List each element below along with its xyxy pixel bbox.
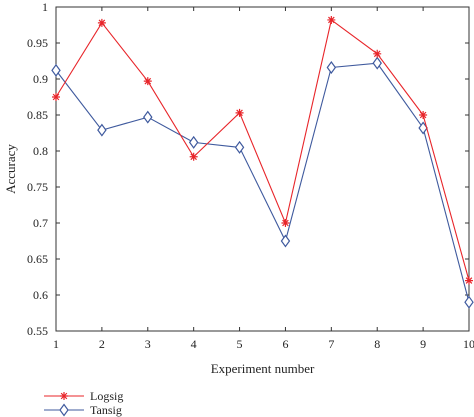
series-tansig <box>51 56 474 309</box>
y-tick-label: 0.55 <box>27 324 48 338</box>
x-tick-label: 7 <box>328 337 334 351</box>
series-layer <box>51 15 474 309</box>
data-point-tansig <box>280 234 291 248</box>
x-tick-label: 10 <box>463 337 474 351</box>
data-point-tansig <box>51 63 61 77</box>
x-tick-label: 3 <box>145 337 151 351</box>
legend-item-tansig: Tansig <box>44 403 122 417</box>
data-point-tansig <box>464 295 474 309</box>
series-logsig <box>52 15 473 285</box>
y-tick-label: 0.7 <box>33 216 48 230</box>
legend-item-logsig: Logsig <box>44 389 123 403</box>
x-tick-label: 1 <box>53 337 59 351</box>
data-point-logsig <box>52 93 60 101</box>
legend-label: Logsig <box>90 389 123 403</box>
y-tick-label: 0.85 <box>27 108 48 122</box>
data-point-logsig <box>143 77 152 86</box>
legend-marker <box>60 392 68 400</box>
series-line-logsig <box>55 19 470 281</box>
x-tick-label: 2 <box>99 337 105 351</box>
legend-label: Tansig <box>90 403 122 417</box>
data-point-tansig <box>326 60 337 75</box>
y-tick-label: 0.95 <box>27 36 48 50</box>
series-line-tansig <box>55 62 470 303</box>
x-axis: 1 2 3 4 5 6 7 8 9 10 <box>53 7 474 351</box>
x-tick-label: 9 <box>420 337 426 351</box>
data-point-tansig <box>97 123 107 137</box>
y-axis: 0.55 0.6 0.65 0.7 0.75 0.8 0.85 0.9 0.95 1 <box>27 0 469 338</box>
plot-area <box>55 6 470 332</box>
data-point-tansig <box>372 56 382 70</box>
y-tick-label: 0.65 <box>27 252 48 266</box>
data-point-tansig <box>143 110 153 124</box>
x-tick-label: 5 <box>237 337 243 351</box>
legend-marker <box>59 403 69 417</box>
data-point-logsig <box>373 49 382 58</box>
x-axis-label: Experiment number <box>211 361 315 376</box>
data-point-logsig <box>327 15 336 24</box>
data-point-tansig <box>234 140 245 154</box>
y-tick-label: 0.9 <box>33 72 48 86</box>
y-tick-label: 0.75 <box>27 180 48 194</box>
y-tick-label: 0.6 <box>33 288 48 302</box>
x-tick-label: 4 <box>191 337 197 351</box>
y-axis-label: Accuracy <box>3 144 18 194</box>
data-point-tansig <box>188 135 199 149</box>
data-point-logsig <box>97 18 106 27</box>
y-tick-label: 0.8 <box>33 144 48 158</box>
data-point-logsig <box>189 152 198 161</box>
x-tick-label: 6 <box>282 337 288 351</box>
data-point-logsig <box>281 219 290 227</box>
data-point-logsig <box>465 276 473 285</box>
x-tick-label: 8 <box>374 337 380 351</box>
data-point-logsig <box>419 111 428 119</box>
data-point-logsig <box>235 108 244 117</box>
y-tick-label: 1 <box>42 0 48 14</box>
plot-frame <box>55 6 470 332</box>
